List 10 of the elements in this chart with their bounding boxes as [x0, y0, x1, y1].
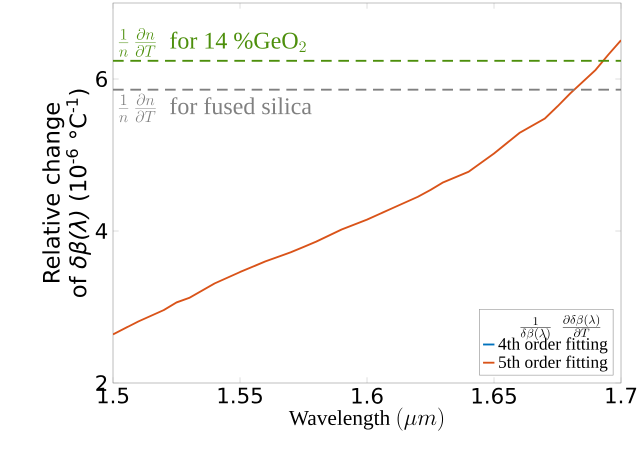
x-tick-label: 1.65 [472, 388, 516, 404]
legend-label: 5th order fitting [499, 356, 608, 372]
y-tick-label: 6 [96, 70, 107, 88]
x-tick-label: 1.55 [218, 388, 262, 404]
ref-line-label: $\frac{1}{n}\,\frac{\partial n}{\partial T}\ \mbox{ for 14 \%GeO}_2$ [118, 28, 306, 57]
x-tick-label: 1.7 [606, 388, 636, 404]
x-tick-label: 1.6 [352, 388, 383, 404]
ref-line-label: $\frac{1}{n}\,\frac{\partial n}{\partial T}\ \mbox{ for fused silica}$ [118, 94, 312, 122]
y-tick-label: 4 [96, 223, 108, 239]
x-axis-title: $\mbox{Wavelength }(\mu m)$ [288, 408, 444, 431]
